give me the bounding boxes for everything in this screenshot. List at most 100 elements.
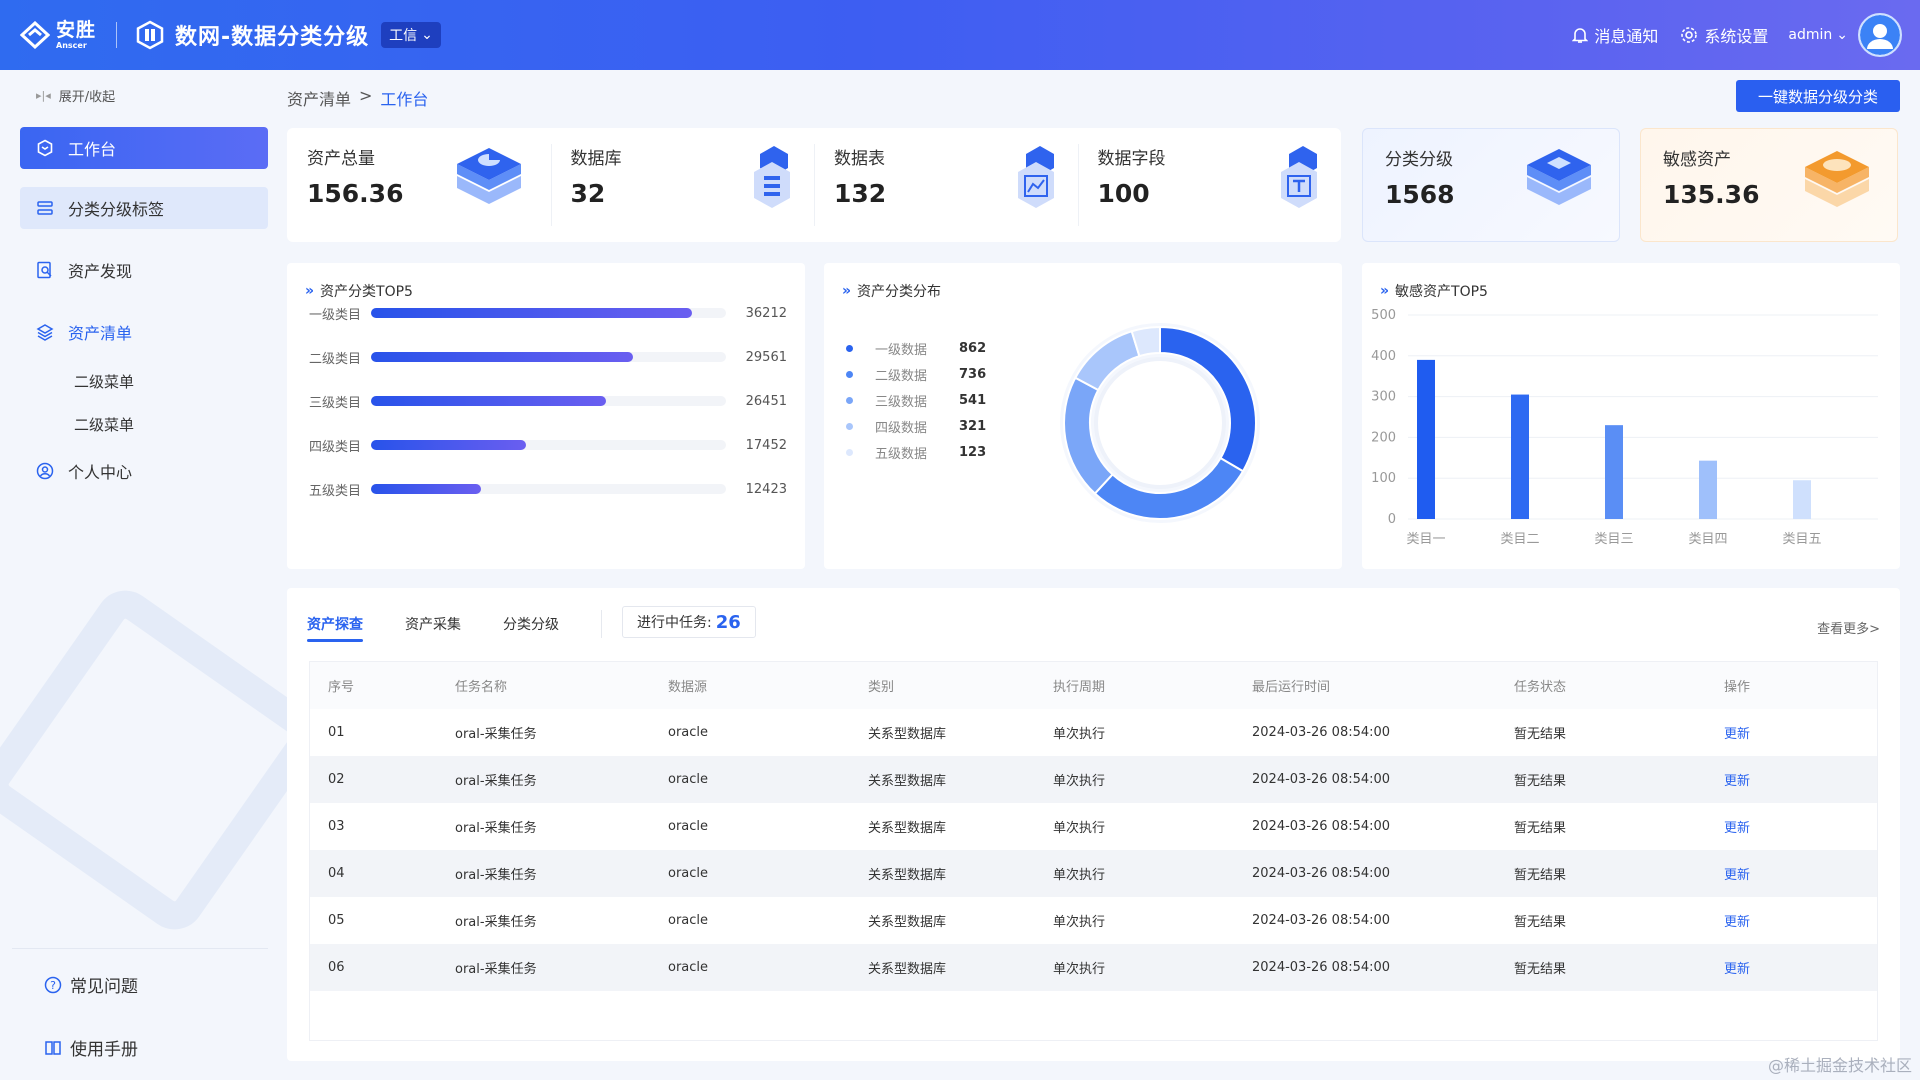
x-tick-label: 类目五	[1782, 532, 1821, 547]
update-link[interactable]: 更新	[1724, 821, 1751, 836]
sidebar-subitem[interactable]: 二级菜单	[74, 416, 135, 434]
env-selector[interactable]: 工信 ⌄	[381, 22, 441, 48]
user-menu[interactable]: admin ⌄	[1788, 27, 1848, 43]
notifications-link[interactable]: 消息通知	[1572, 23, 1658, 47]
tab-asset-probe[interactable]: 资产探查	[307, 614, 363, 642]
table-row: 01 oral-采集任务 oracle 关系型数据库 单次执行 2024-03-26 08…	[310, 709, 1877, 756]
tab-asset-collect[interactable]: 资产采集	[405, 617, 461, 633]
settings-link[interactable]: 系统设置	[1680, 23, 1768, 47]
table-header-cell: 操作	[1724, 680, 1751, 695]
breadcrumb-parent[interactable]: 资产清单	[287, 90, 352, 109]
sidebar-item-label: 个人中心	[68, 463, 133, 482]
hbar-track	[371, 440, 726, 450]
legend-item: 五级数据 123	[846, 443, 986, 462]
hbar-category-label: 五级类目	[309, 483, 362, 499]
legend-label: 三级数据	[875, 394, 928, 410]
table-cell: 单次执行	[1053, 915, 1106, 930]
stat-value: 135.36	[1663, 180, 1760, 209]
update-link[interactable]: 更新	[1724, 962, 1751, 977]
tag-list-icon	[37, 201, 53, 215]
chevron-right-icon: »	[305, 283, 315, 299]
sidebar-subitem[interactable]: 二级菜单	[74, 373, 135, 391]
bell-icon	[1572, 28, 1589, 43]
update-link[interactable]: 更新	[1724, 915, 1751, 930]
breadcrumb: 资产清单 > 工作台	[287, 86, 428, 110]
header-divider	[116, 22, 118, 48]
stat-fields: 数据字段 100	[1077, 128, 1342, 242]
sidebar-item-profile[interactable]: 个人中心	[20, 450, 268, 492]
avatar[interactable]	[1858, 13, 1902, 57]
hbar-bar	[371, 352, 634, 362]
sidebar-item-tags[interactable]: 分类分级标签	[20, 187, 268, 229]
stacked-coins-3d-icon	[1805, 151, 1869, 207]
table-row: 06 oral-采集任务 oracle 关系型数据库 单次执行 2024-03-26 08…	[310, 944, 1877, 991]
table-cell: 02	[328, 772, 345, 787]
stat-value: 1568	[1385, 180, 1455, 209]
legend-label: 五级数据	[875, 446, 928, 462]
table-cell: oracle	[668, 772, 709, 787]
auto-classify-button[interactable]: 一键数据分级分类	[1736, 80, 1900, 112]
hbar-category-label: 二级类目	[309, 351, 362, 367]
faq-link[interactable]: ? 常见问题	[44, 972, 138, 997]
asset-category-top5-panel: » 资产分类TOP5 一级类目 36212 二级类目 29561 三级类目 26451 四级…	[287, 263, 805, 569]
username: admin	[1788, 27, 1833, 43]
hbar-category-label: 四级类目	[309, 439, 362, 455]
y-tick-label: 400	[1371, 349, 1396, 364]
panel-title: » 敏感资产TOP5	[1380, 281, 1488, 301]
sidebar-divider	[12, 948, 268, 949]
task-table: 序号 任务名称 数据源 类别 执行周期 最后运行时间 任务状态 操作 01 oral-采集任务 or…	[309, 661, 1878, 1041]
table-cell: 04	[328, 866, 345, 881]
stat-value: 100	[1097, 179, 1150, 208]
brand-logo[interactable]: 安胜 Anscer	[20, 20, 96, 50]
y-tick-label: 100	[1371, 471, 1396, 486]
table-header-cell: 任务名称	[455, 680, 508, 695]
manual-link[interactable]: 使用手册	[44, 1035, 138, 1060]
table-cell: 单次执行	[1053, 962, 1106, 977]
table-cell: 暂无结果	[1514, 821, 1567, 836]
hbar-row: 三级类目 26451	[309, 391, 787, 411]
update-link[interactable]: 更新	[1724, 774, 1751, 789]
table-cell: 01	[328, 725, 345, 740]
table-chart-cube-icon	[1017, 146, 1054, 208]
table-cell: 暂无结果	[1514, 774, 1567, 789]
gear-icon	[1681, 27, 1698, 43]
hbar-bar	[371, 396, 606, 406]
x-tick-label: 类目四	[1688, 532, 1727, 547]
sidebar-item-workbench[interactable]: 工作台	[20, 127, 268, 169]
table-cell: 关系型数据库	[868, 774, 947, 789]
update-link[interactable]: 更新	[1724, 727, 1751, 742]
table-cell: 单次执行	[1053, 868, 1106, 883]
hbar-bar	[371, 440, 526, 450]
legend-dot	[846, 396, 853, 404]
x-tick-label: 类目二	[1500, 532, 1539, 547]
hbar-row: 一级类目 36212	[309, 303, 787, 323]
breadcrumb-separator: >	[359, 86, 373, 105]
tab-classification[interactable]: 分类分级	[503, 617, 559, 633]
legend-label: 一级数据	[875, 342, 928, 358]
sidebar-item-discovery[interactable]: 资产发现	[20, 249, 268, 291]
hbar-row: 五级类目 12423	[309, 479, 787, 499]
update-link[interactable]: 更新	[1724, 868, 1751, 883]
legend-dot	[846, 422, 853, 430]
running-tasks-badge: 进行中任务: 26	[622, 606, 756, 638]
hbar-track	[371, 352, 726, 362]
faq-label: 常见问题	[70, 977, 138, 997]
asset-distribution-panel: » 资产分类分布 一级数据 862 二级数据 736 三级数据 541 四级数据 321 五级数…	[824, 263, 1342, 569]
legend-label: 四级数据	[875, 420, 928, 436]
table-header-cell: 执行周期	[1053, 680, 1106, 695]
sidebar-item-asset-list[interactable]: 资产清单	[20, 311, 268, 353]
sensitive-assets-top5-panel: » 敏感资产TOP5 0 100 200 300 400 500 类目一 类目二 类目三 类目四 类…	[1362, 263, 1900, 569]
collapse-toggle[interactable]: ▸|◂ 展开/收起	[36, 86, 115, 105]
hbar-bar	[371, 484, 482, 494]
breadcrumb-current: 工作台	[380, 90, 429, 109]
legend-item: 二级数据 736	[846, 365, 986, 384]
hbar-row: 四级类目 17452	[309, 435, 787, 455]
notifications-label: 消息通知	[1594, 27, 1659, 46]
tab-divider	[601, 610, 602, 638]
y-tick-label: 300	[1371, 390, 1396, 405]
stat-card-classification: 分类分级 1568	[1362, 128, 1620, 242]
task-table-panel: 资产探查 资产采集 分类分级 进行中任务: 26 查看更多> 序号 任务名称 数据源…	[287, 588, 1900, 1061]
table-cell: 2024-03-26 08:54:00	[1252, 725, 1391, 740]
svg-text:?: ?	[50, 979, 56, 992]
view-more-link[interactable]: 查看更多>	[1817, 622, 1880, 637]
